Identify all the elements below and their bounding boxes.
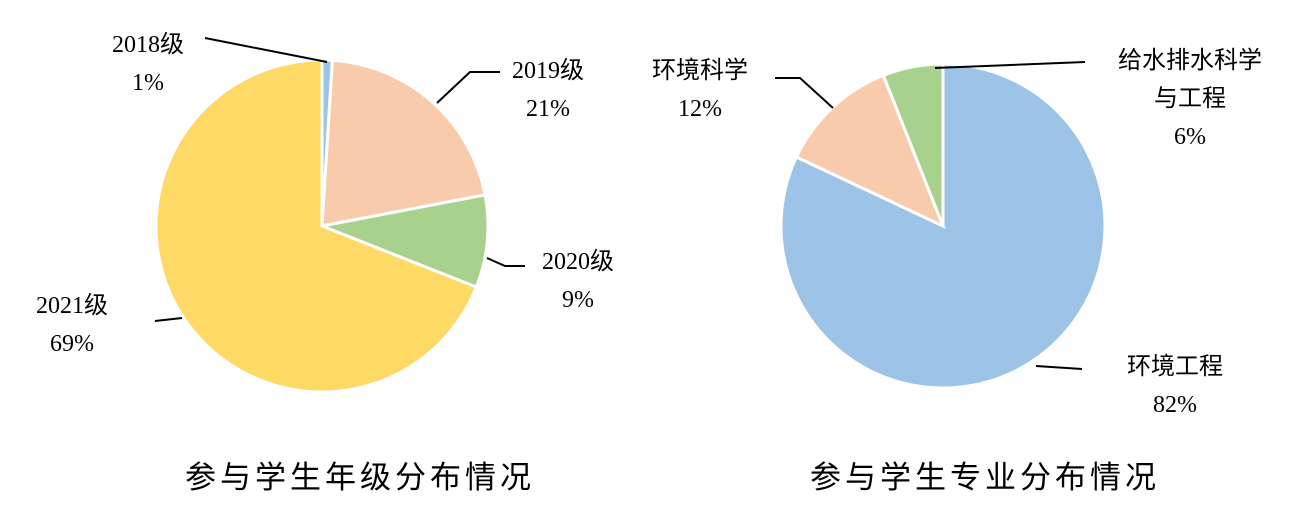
leader-line — [154, 317, 183, 322]
slice-label: 2018级 1% — [88, 26, 208, 102]
leader-line — [775, 77, 834, 109]
slice-label: 环境科学 12% — [630, 52, 770, 128]
value-label: 21% — [526, 96, 570, 122]
category-label: 2020级 — [542, 249, 614, 275]
category-label: 给水排水科学与工程 — [1118, 48, 1262, 112]
chart-title: 参与学生专业分布情况 — [810, 460, 1160, 495]
category-label: 2021级 — [36, 293, 108, 319]
leader-line — [1035, 365, 1083, 370]
pie-slice — [881, 62, 945, 227]
value-label: 9% — [562, 287, 594, 313]
slice-label: 2021级 69% — [12, 287, 132, 363]
value-label: 12% — [678, 96, 722, 122]
leader-line — [486, 257, 525, 267]
leader-line — [934, 61, 1086, 69]
value-label: 69% — [50, 331, 94, 357]
category-label: 环境工程 — [1127, 354, 1223, 380]
chart-title: 参与学生年级分布情况 — [185, 460, 535, 495]
pie-slice — [320, 58, 487, 228]
value-label: 6% — [1174, 124, 1206, 150]
category-label: 环境科学 — [652, 58, 748, 84]
value-label: 82% — [1153, 392, 1197, 418]
category-label: 2018级 — [112, 32, 184, 58]
pie-slice — [316, 193, 490, 290]
slice-label: 2019级 21% — [488, 52, 608, 128]
slice-label: 2020级 9% — [518, 243, 638, 319]
leader-line — [204, 37, 328, 63]
leader-line — [436, 71, 500, 104]
slice-label: 环境工程 82% — [1105, 348, 1245, 424]
pie-slice — [154, 58, 479, 394]
value-label: 1% — [132, 70, 164, 96]
slice-label: 给水排水科学与工程 6% — [1115, 42, 1265, 156]
category-label: 2019级 — [512, 58, 584, 84]
